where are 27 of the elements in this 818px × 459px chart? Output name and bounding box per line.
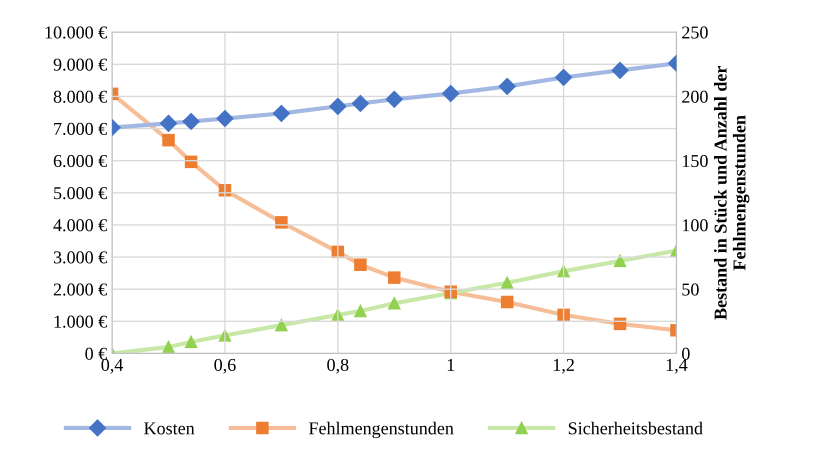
legend-label: Kosten (144, 422, 194, 434)
y-tick-label: 4.000 € (53, 219, 107, 232)
y-tick-label: 10.000 € (46, 26, 107, 39)
x-tick-label: 0,4 (101, 358, 124, 374)
y2-tick-label: 0 (682, 348, 690, 360)
x-tick-label: 0,6 (214, 358, 236, 374)
y2-tick-label: 50 (682, 283, 699, 296)
y-tick-label: 8.000 € (54, 90, 107, 103)
y-tick-label: 1.000 € (54, 316, 107, 328)
y2-axis-title: Bestand in Stück und Anzahl der Fehlmengenstunden (714, 66, 750, 320)
legend-label: Sicherheitsbestand (568, 422, 703, 434)
y-tick-label: 6.000 € (54, 154, 107, 168)
x-tick-label: 1 (448, 358, 454, 371)
x-tick-label: 0,8 (327, 358, 348, 374)
y-tick-label: 7.000 € (54, 122, 107, 136)
y2-tick-label: 250 (682, 26, 708, 39)
y-tick-label: 2.000 € (54, 283, 107, 296)
y2-tick-label: 100 (682, 219, 708, 232)
y-tick-label: 3.000 € (54, 251, 107, 264)
y2-tick-label: 150 (682, 154, 708, 168)
y-tick-label: 5.000 € (54, 187, 107, 200)
legend-label: Fehlmengenstunden (308, 422, 454, 438)
y-tick-label: 9.000 € (54, 58, 107, 71)
y2-tick-label: 200 (682, 90, 708, 103)
x-tick-label: 1,2 (554, 358, 574, 374)
x-tick-label: 1,4 (666, 358, 688, 374)
y-tick-label: 0 € (85, 348, 107, 360)
